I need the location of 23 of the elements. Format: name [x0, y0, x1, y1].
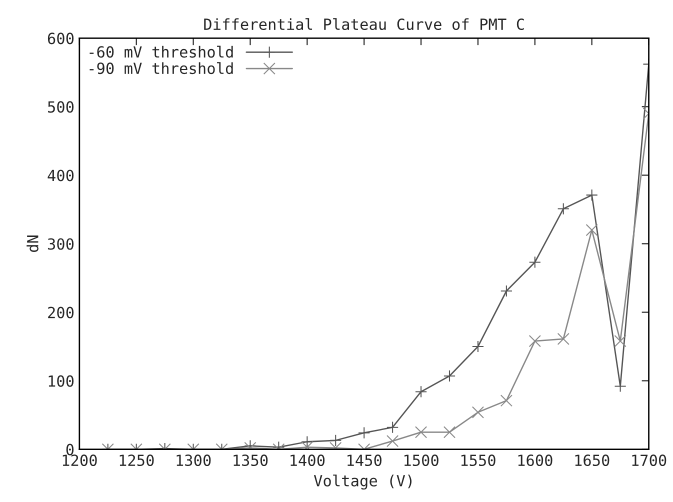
- x-axis-title: Voltage (V): [314, 474, 412, 490]
- x-tick-label: 1500: [404, 454, 438, 466]
- y-tick-label: 400: [48, 170, 74, 182]
- x-tick-label: 1200: [62, 454, 97, 466]
- x-tick-label: 1600: [518, 454, 552, 466]
- chart-title: Differential Plateau Curve of PMT C: [204, 18, 524, 30]
- y-tick-label: 500: [48, 101, 74, 113]
- x-tick-label: 1250: [120, 454, 154, 466]
- x-tick-label: 1300: [176, 454, 211, 466]
- y-tick-label: 200: [48, 306, 74, 318]
- y-tick-label: 600: [48, 32, 74, 44]
- x-tick-label: 1700: [632, 454, 666, 466]
- x-tick-label: 1450: [348, 454, 382, 466]
- x-tick-label: 1550: [461, 454, 496, 466]
- y-tick-label: 300: [48, 238, 74, 250]
- legend-label: -60 mV threshold: [90, 46, 233, 58]
- x-tick-label: 1650: [575, 454, 610, 466]
- y-tick-label: 0: [66, 444, 74, 456]
- x-tick-label: 1400: [290, 454, 325, 466]
- x-tick-label: 1350: [234, 454, 268, 466]
- y-axis-title: dN: [26, 236, 38, 252]
- legend-label: -90 mV threshold: [90, 62, 233, 74]
- y-tick-label: 100: [48, 375, 74, 387]
